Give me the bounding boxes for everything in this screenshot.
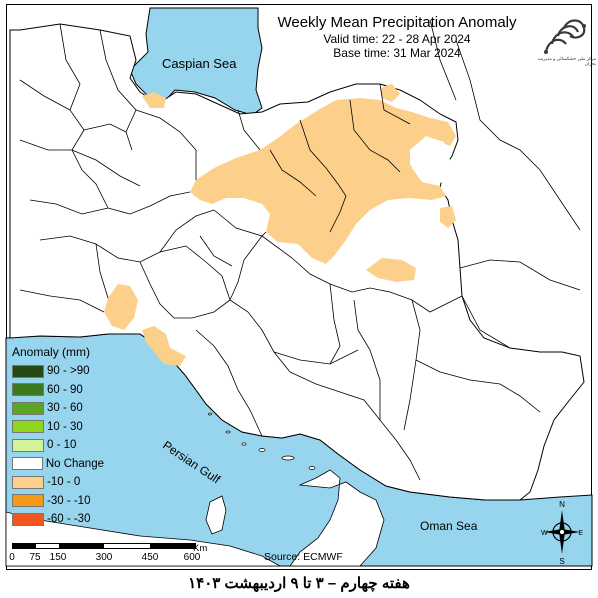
persian-caption: هفته چهارم – ۳ تا ۹ اردیبهشت ۱۴۰۳ [188, 575, 410, 592]
compass-rose-icon: N S W E [541, 500, 583, 566]
legend-swatch [12, 364, 44, 378]
legend-label: -60 - -30 [47, 513, 91, 526]
anomaly-northwest-patch [142, 92, 166, 108]
legend-swatch [12, 457, 43, 471]
legend-swatch [12, 401, 44, 415]
base-time: Base time: 31 Mar 2024 [333, 46, 461, 60]
legend-swatch [12, 420, 44, 434]
legend-label: 30 - 60 [47, 402, 83, 415]
legend-swatch [12, 383, 44, 397]
scale-tick: 75 [29, 552, 41, 563]
map-title: Weekly Mean Precipitation Anomaly [277, 14, 517, 31]
legend-label: 0 - 10 [47, 439, 77, 452]
southwest-land [5, 511, 282, 567]
legend-swatch [12, 438, 44, 452]
legend-item: 90 - >90 [12, 362, 104, 381]
source-label: Source: ECMWF [264, 551, 343, 563]
scale-tick: 300 [95, 552, 113, 563]
legend-swatch [12, 475, 44, 489]
oman-sea-label: Oman Sea [420, 519, 478, 533]
legend-swatch [12, 512, 44, 526]
anomaly-north-small [380, 84, 400, 102]
compass-e: E [578, 530, 583, 537]
anomaly-east-edge [440, 206, 456, 228]
legend-label: 90 - >90 [47, 365, 90, 378]
legend-item: No Change [12, 455, 104, 474]
gulf-islands [208, 412, 316, 470]
legend-item: -10 - 0 [12, 473, 104, 492]
anomaly-ne-hole [410, 136, 450, 184]
scale-ticks: 0 75 150 300 450 600 [0, 552, 220, 564]
legend-label: -30 - -10 [47, 494, 91, 507]
anomaly-east-patch [366, 258, 416, 282]
province-boundaries [19, 19, 581, 481]
compass-w: W [541, 530, 548, 537]
scale-tick: 600 [183, 552, 201, 563]
map-title-block: Weekly Mean Precipitation Anomaly Valid … [262, 14, 532, 60]
legend: Anomaly (mm) 90 - >90 60 - 90 30 - 60 10… [12, 346, 104, 529]
scale-bar [12, 543, 196, 549]
compass-n: N [559, 500, 565, 509]
legend-label: 10 - 30 [47, 420, 83, 433]
organization-logo-icon [544, 19, 586, 54]
legend-label: 60 - 90 [47, 383, 83, 396]
anomaly-north-east [190, 98, 456, 264]
logo-caption: مرکز ملی خشکسالی و مدیریت بحران [537, 56, 596, 66]
scale-tick: 450 [141, 552, 159, 563]
arabian-coast-land [289, 469, 385, 567]
valid-time: Valid time: 22 - 28 Apr 2024 [323, 32, 471, 46]
scale-unit: Km [193, 543, 208, 554]
qatar-land [205, 495, 227, 535]
legend-item: -60 - -30 [12, 510, 104, 529]
legend-item: 30 - 60 [12, 399, 104, 418]
legend-label: No Change [45, 457, 104, 470]
scale-tick: 150 [49, 552, 67, 563]
legend-label: -10 - 0 [47, 476, 81, 489]
legend-item: 10 - 30 [12, 418, 104, 437]
compass-s: S [559, 557, 564, 566]
legend-title: Anomaly (mm) [12, 345, 91, 359]
scale-tick: 0 [9, 552, 15, 563]
anomaly-west-patch [104, 284, 138, 330]
legend-item: -30 - -10 [12, 492, 104, 511]
legend-swatch [12, 494, 44, 508]
legend-item: 60 - 90 [12, 381, 104, 400]
legend-item: 0 - 10 [12, 436, 104, 455]
anomaly-khuzestan-patch [142, 326, 186, 366]
caspian-sea-label: Caspian Sea [162, 56, 237, 71]
